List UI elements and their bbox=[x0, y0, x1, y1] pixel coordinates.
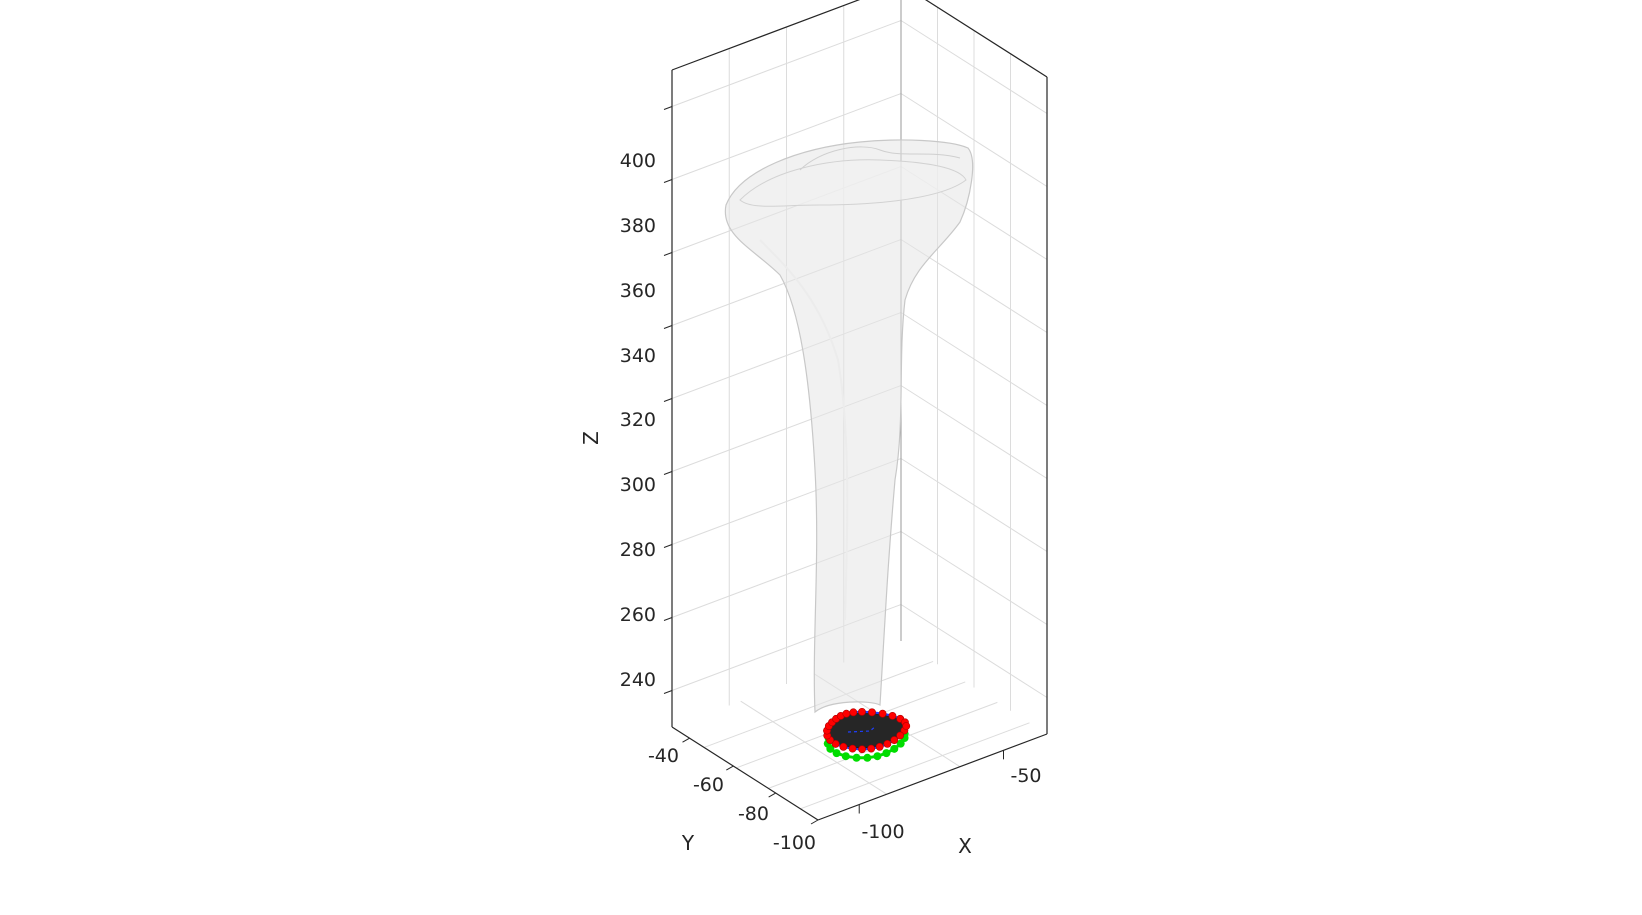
y-tick bbox=[682, 737, 690, 743]
green-point bbox=[882, 749, 891, 758]
z-tick bbox=[663, 252, 673, 256]
y-tick bbox=[810, 819, 819, 825]
y-tick-label: -80 bbox=[738, 803, 769, 825]
grid-line bbox=[800, 722, 1030, 810]
red-point bbox=[842, 709, 851, 718]
bone-body bbox=[724, 139, 974, 714]
z-tick bbox=[663, 106, 673, 110]
z-tick bbox=[663, 544, 673, 548]
y-tick bbox=[768, 792, 776, 798]
green-point bbox=[863, 753, 872, 762]
red-point bbox=[848, 744, 857, 753]
box-edge bbox=[671, 0, 861, 71]
green-point bbox=[890, 744, 899, 753]
x-tick-label: -50 bbox=[1010, 765, 1041, 787]
blue-inner-line bbox=[847, 725, 877, 733]
z-tick bbox=[663, 179, 673, 183]
z-tick-label: 280 bbox=[620, 539, 656, 561]
tick-marks bbox=[663, 106, 1004, 825]
y-tick bbox=[726, 765, 734, 771]
red-point bbox=[890, 736, 899, 744]
red-point bbox=[858, 707, 866, 716]
x-tick-label: -100 bbox=[861, 821, 904, 843]
x-tick-labels: -100 -50 bbox=[861, 765, 1041, 843]
z-tick-label: 320 bbox=[620, 409, 656, 431]
red-point bbox=[888, 712, 897, 720]
red-point bbox=[902, 722, 911, 730]
z-tick bbox=[663, 325, 673, 329]
z-tick-labels: 240 260 280 300 320 340 360 380 400 bbox=[620, 150, 656, 691]
red-point bbox=[875, 742, 884, 751]
red-point bbox=[868, 708, 876, 717]
distal-cross-section bbox=[823, 707, 911, 762]
red-point bbox=[883, 739, 892, 748]
z-tick-label: 400 bbox=[620, 150, 656, 172]
z-tick-label: 380 bbox=[620, 215, 656, 237]
green-point bbox=[841, 752, 850, 761]
grid-line bbox=[740, 700, 887, 795]
y-axis-label: Y bbox=[681, 831, 695, 855]
z-tick bbox=[663, 398, 673, 402]
y-tick-label: -100 bbox=[773, 832, 816, 854]
red-point bbox=[867, 744, 876, 753]
green-point bbox=[852, 753, 861, 762]
y-tick-labels: -40 -60 -80 -100 bbox=[648, 745, 816, 854]
z-tick-label: 300 bbox=[620, 474, 656, 496]
z-tick-label: 340 bbox=[620, 345, 656, 367]
bone-plateau bbox=[739, 159, 967, 207]
z-tick-label: 240 bbox=[620, 669, 656, 691]
bone-ridge bbox=[799, 146, 961, 171]
grid-line bbox=[671, 19, 1048, 114]
red-point bbox=[831, 740, 840, 748]
z-tick bbox=[663, 471, 673, 475]
y-tick-label: -40 bbox=[648, 745, 679, 767]
green-point bbox=[832, 749, 841, 758]
box-edge bbox=[925, 0, 1048, 78]
x-axis-line bbox=[817, 733, 1048, 821]
red-point bbox=[839, 742, 848, 751]
red-point bbox=[858, 745, 866, 754]
z-tick bbox=[663, 690, 673, 694]
bone-surface bbox=[724, 139, 974, 714]
green-point bbox=[873, 752, 882, 761]
z-tick-label: 360 bbox=[620, 280, 656, 302]
x-axis-label: X bbox=[958, 834, 972, 858]
z-tick-label: 260 bbox=[620, 604, 656, 626]
red-point bbox=[849, 708, 858, 717]
red-point bbox=[896, 731, 905, 740]
z-axis-label: Z bbox=[579, 431, 603, 445]
y-axis-line bbox=[671, 726, 819, 821]
red-point bbox=[878, 709, 887, 718]
z-tick bbox=[663, 617, 673, 621]
green-point bbox=[896, 739, 905, 748]
y-tick-label: -60 bbox=[693, 774, 724, 796]
bone-crest bbox=[759, 239, 849, 621]
